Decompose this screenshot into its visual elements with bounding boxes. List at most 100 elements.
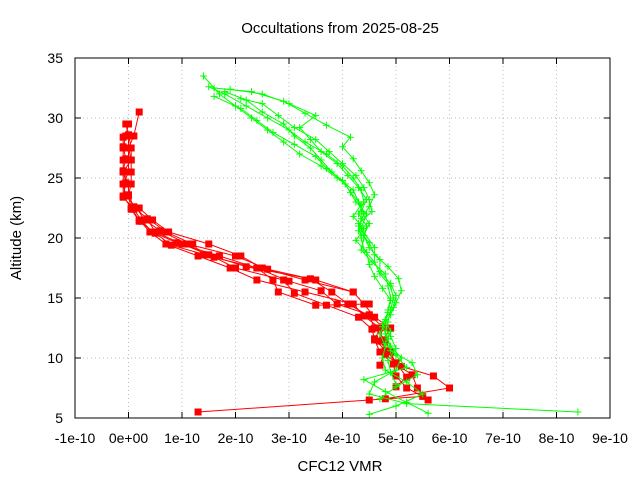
chart-title: Occultations from 2025-08-25 bbox=[241, 20, 439, 37]
data-point bbox=[280, 97, 288, 105]
data-point bbox=[347, 188, 355, 196]
data-point bbox=[360, 184, 368, 192]
data-point bbox=[165, 228, 173, 236]
data-point bbox=[392, 352, 400, 360]
data-point bbox=[157, 227, 165, 235]
data-point bbox=[312, 136, 320, 144]
data-point bbox=[312, 152, 320, 160]
data-point bbox=[349, 300, 357, 308]
data-point bbox=[387, 368, 395, 376]
data-point bbox=[349, 212, 357, 220]
data-point bbox=[199, 72, 207, 80]
x-tick-label: 3e-10 bbox=[271, 430, 307, 446]
data-point bbox=[384, 356, 392, 364]
data-point bbox=[381, 347, 389, 355]
data-point bbox=[360, 232, 368, 240]
x-tick-label: 2e-10 bbox=[218, 430, 254, 446]
data-point bbox=[352, 236, 360, 244]
data-point bbox=[301, 138, 309, 146]
data-point bbox=[413, 384, 421, 392]
data-point bbox=[312, 301, 320, 309]
data-point bbox=[135, 204, 143, 212]
data-point bbox=[371, 251, 379, 259]
x-tick-label: -1e-10 bbox=[55, 430, 96, 446]
data-point bbox=[285, 277, 293, 285]
y-tick-label: 5 bbox=[55, 410, 63, 426]
data-point bbox=[446, 384, 453, 392]
data-point bbox=[357, 167, 365, 175]
data-point bbox=[210, 92, 218, 100]
data-point bbox=[387, 347, 395, 355]
series-layer bbox=[119, 72, 582, 418]
data-point bbox=[365, 203, 373, 211]
x-tick-label: 5e-10 bbox=[378, 430, 414, 446]
data-point bbox=[381, 395, 389, 403]
x-axis-label: CFC12 VMR bbox=[297, 458, 382, 475]
data-point bbox=[325, 148, 333, 156]
y-tick-label: 25 bbox=[47, 170, 63, 186]
data-point bbox=[264, 126, 272, 134]
y-tick-label: 35 bbox=[47, 50, 63, 66]
data-point bbox=[341, 180, 349, 188]
data-point bbox=[365, 260, 373, 268]
data-point bbox=[253, 276, 261, 284]
data-point bbox=[248, 114, 256, 122]
data-point bbox=[306, 275, 314, 283]
data-point bbox=[125, 180, 132, 188]
data-point bbox=[424, 396, 432, 404]
data-point bbox=[194, 252, 202, 260]
data-point bbox=[365, 300, 373, 308]
data-point bbox=[183, 240, 191, 248]
data-point bbox=[130, 132, 138, 140]
data-point bbox=[424, 409, 432, 417]
x-tick-label: 9e-10 bbox=[592, 430, 628, 446]
data-point bbox=[253, 116, 261, 124]
data-point bbox=[349, 155, 357, 163]
data-point bbox=[258, 108, 266, 116]
data-point bbox=[125, 144, 132, 152]
data-point bbox=[379, 320, 387, 328]
data-point bbox=[127, 168, 135, 176]
data-point bbox=[376, 361, 384, 369]
grid bbox=[75, 58, 610, 418]
data-point bbox=[352, 172, 360, 180]
data-point bbox=[301, 109, 309, 117]
data-point bbox=[392, 366, 400, 374]
data-point bbox=[242, 102, 250, 110]
data-point bbox=[403, 384, 411, 392]
data-point bbox=[365, 196, 373, 204]
data-point bbox=[210, 84, 218, 92]
data-point bbox=[376, 337, 384, 345]
data-point bbox=[339, 143, 346, 151]
data-point bbox=[301, 288, 309, 296]
data-point bbox=[381, 366, 389, 374]
data-point bbox=[371, 313, 379, 321]
data-point bbox=[371, 335, 379, 343]
data-point bbox=[381, 350, 389, 358]
data-point bbox=[127, 156, 135, 164]
data-point bbox=[365, 311, 373, 319]
series-2 bbox=[199, 72, 582, 418]
data-point bbox=[357, 200, 365, 208]
data-point bbox=[119, 143, 127, 151]
data-point bbox=[317, 148, 325, 156]
data-point bbox=[384, 263, 392, 271]
data-point bbox=[403, 364, 411, 372]
data-point bbox=[189, 240, 197, 248]
data-point bbox=[376, 256, 384, 264]
data-point bbox=[357, 215, 365, 223]
data-point bbox=[352, 198, 360, 206]
data-point bbox=[317, 287, 325, 295]
data-point bbox=[408, 371, 416, 379]
data-point bbox=[296, 150, 304, 158]
data-point bbox=[355, 313, 363, 321]
data-point bbox=[264, 114, 272, 122]
data-point bbox=[371, 378, 379, 386]
data-point bbox=[119, 193, 127, 201]
data-point bbox=[392, 292, 400, 300]
data-point bbox=[368, 208, 376, 216]
data-point bbox=[226, 264, 234, 272]
data-point bbox=[403, 378, 411, 386]
data-point bbox=[290, 140, 298, 148]
